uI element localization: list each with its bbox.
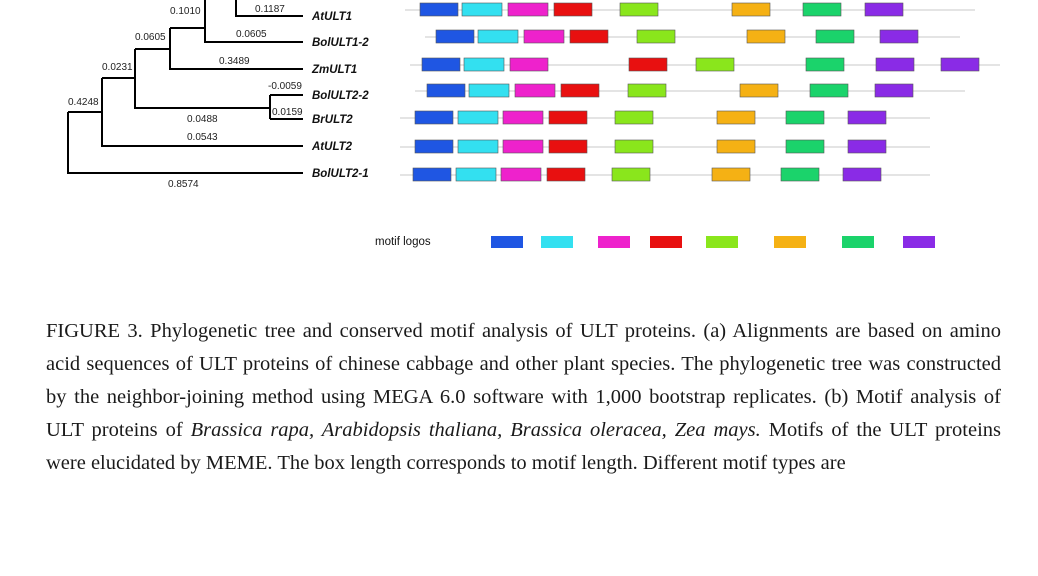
tree-branch	[67, 112, 303, 174]
motif-box-2	[468, 83, 510, 98]
motif-box-8	[875, 57, 915, 72]
motif-box-8	[847, 110, 887, 125]
motif-box-7	[780, 167, 820, 182]
motif-box-1	[435, 29, 475, 44]
caption-text-1: FIGURE 3. Phylogenetic tree and conserve…	[46, 320, 1001, 441]
motif-legend: motif logos	[375, 236, 935, 248]
motif-box-7	[785, 139, 825, 154]
motif-box-5	[627, 83, 667, 98]
leaf-label-bolult2-2: BolULT2-2	[312, 90, 369, 102]
branch-length-label: -0.0059	[268, 81, 302, 92]
leaf-label-brult2: BrULT2	[312, 114, 353, 126]
motif-box-8	[940, 57, 980, 72]
motif-box-4	[548, 110, 588, 125]
motif-box-6	[739, 83, 779, 98]
legend-swatch-motif-6	[774, 236, 806, 248]
motif-box-8	[879, 29, 919, 44]
legend-swatch-motif-8	[903, 236, 935, 248]
legend-swatch-motif-5	[706, 236, 738, 248]
motif-box-8	[874, 83, 914, 98]
motif-box-7	[785, 110, 825, 125]
tree-branch	[101, 78, 303, 147]
motif-box-4	[548, 139, 588, 154]
branch-length-label: 0.0605	[236, 29, 267, 40]
motif-box-8	[864, 2, 904, 17]
motif-box-6	[731, 2, 771, 17]
motif-tracks	[400, 2, 1000, 182]
motif-box-1	[414, 139, 454, 154]
branch-length-label: 0.4248	[68, 97, 99, 108]
motif-box-2	[457, 110, 499, 125]
figure-panel: 0.1010 0.1187 0.0605 0.0605 0.3489 0.023…	[67, 0, 1000, 248]
motif-box-8	[842, 167, 882, 182]
legend-swatch-motif-1	[491, 236, 523, 248]
motif-box-4	[546, 167, 586, 182]
legend-swatches	[491, 236, 935, 248]
leaf-label-atult2: AtULT2	[311, 141, 353, 153]
branch-length-label: 0.8574	[168, 179, 199, 190]
motif-box-1	[426, 83, 466, 98]
branch-length-label: 0.1010	[170, 6, 201, 17]
tree-branch	[204, 0, 303, 43]
motif-box-3	[500, 167, 542, 182]
branch-length-label: 0.0488	[187, 114, 218, 125]
figure-caption: FIGURE 3. Phylogenetic tree and conserve…	[46, 315, 1001, 480]
leaf-label-bolult1-2: BolULT1-2	[312, 37, 369, 49]
branch-length-label: 0.0231	[102, 62, 133, 73]
motif-box-5	[619, 2, 659, 17]
phylogenetic-tree: 0.1010 0.1187 0.0605 0.0605 0.3489 0.023…	[67, 0, 369, 190]
motif-box-4	[553, 2, 593, 17]
motif-box-3	[507, 2, 549, 17]
motif-box-5	[636, 29, 676, 44]
motif-box-2	[457, 139, 499, 154]
motif-box-7	[802, 2, 842, 17]
leaf-label-atult1: AtULT1	[311, 11, 352, 23]
caption-text-2: Motifs of the ULT proteins were elucidat…	[46, 419, 1001, 474]
branch-length-label: 0.0605	[135, 32, 166, 43]
motif-box-4	[560, 83, 600, 98]
motif-box-2	[455, 167, 497, 182]
motif-box-3	[509, 57, 549, 72]
motif-box-6	[711, 167, 751, 182]
motif-box-3	[523, 29, 565, 44]
motif-box-5	[614, 110, 654, 125]
motif-box-5	[614, 139, 654, 154]
motif-box-7	[809, 83, 849, 98]
motif-box-8	[847, 139, 887, 154]
legend-label: motif logos	[375, 236, 431, 248]
motif-box-5	[611, 167, 651, 182]
legend-swatch-motif-2	[541, 236, 573, 248]
branch-length-label: 0.0159	[272, 107, 303, 118]
branch-length-label: 0.1187	[255, 4, 285, 15]
legend-swatch-motif-7	[842, 236, 874, 248]
legend-swatch-motif-4	[650, 236, 682, 248]
tree-branch	[169, 28, 303, 70]
motif-box-5	[695, 57, 735, 72]
motif-box-4	[628, 57, 668, 72]
motif-box-2	[461, 2, 503, 17]
motif-box-6	[716, 110, 756, 125]
motif-box-7	[815, 29, 855, 44]
branch-length-label: 0.3489	[219, 56, 250, 67]
motif-box-1	[421, 57, 461, 72]
motif-box-2	[477, 29, 519, 44]
tree-branch	[134, 49, 270, 109]
motif-box-1	[412, 167, 452, 182]
motif-box-7	[805, 57, 845, 72]
motif-box-1	[419, 2, 459, 17]
leaf-label-bolult2-1: BolULT2-1	[312, 168, 369, 180]
motif-box-4	[569, 29, 609, 44]
legend-swatch-motif-3	[598, 236, 630, 248]
motif-box-2	[463, 57, 505, 72]
tree-branch	[235, 0, 303, 17]
motif-box-3	[502, 139, 544, 154]
motif-box-6	[746, 29, 786, 44]
motif-box-6	[716, 139, 756, 154]
leaf-label-zmult1: ZmULT1	[311, 64, 357, 76]
motif-box-3	[514, 83, 556, 98]
branch-length-label: 0.0543	[187, 132, 218, 143]
caption-species: Brassica rapa, Arabidopsis thaliana, Bra…	[190, 419, 761, 441]
motif-box-3	[502, 110, 544, 125]
motif-box-1	[414, 110, 454, 125]
